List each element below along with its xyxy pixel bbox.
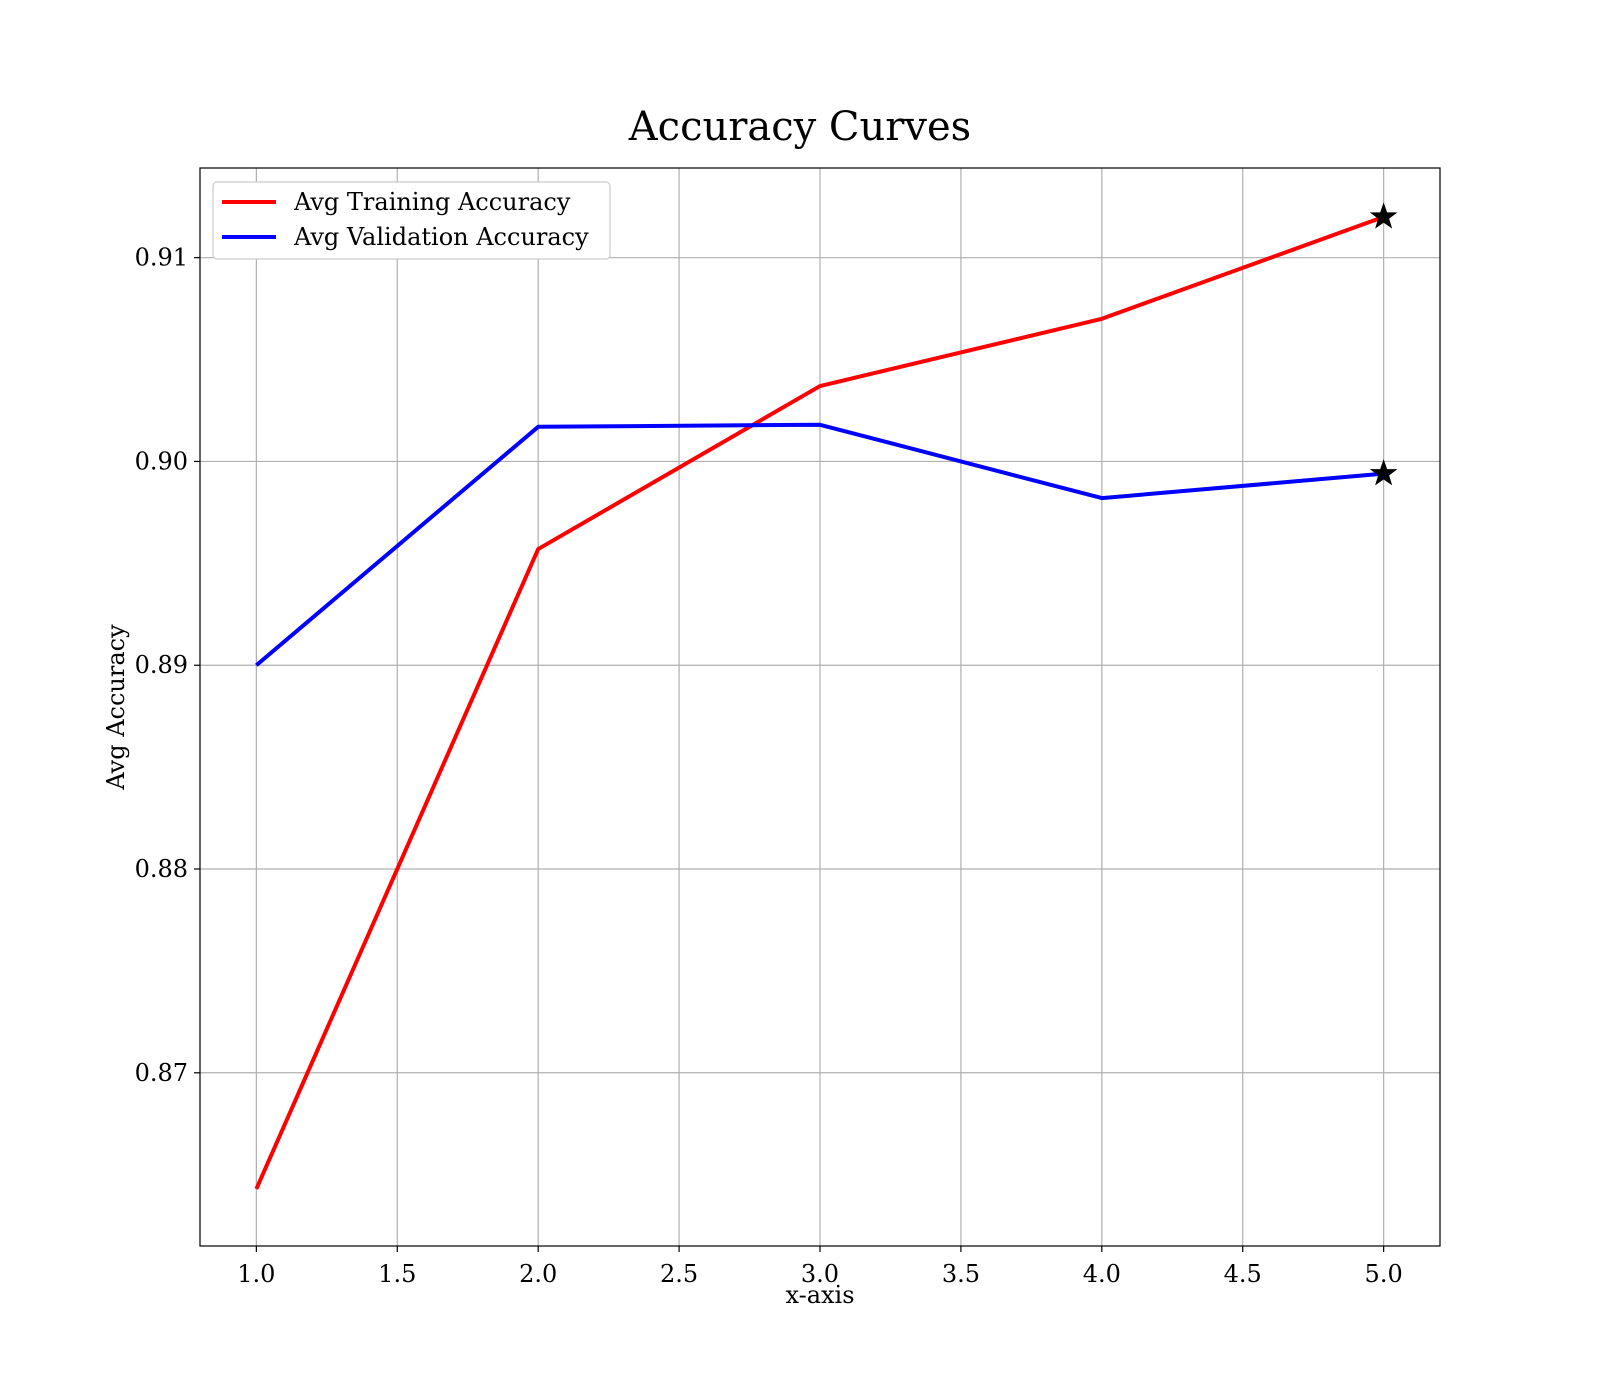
x-tick-label: 1.5 [378,1260,416,1288]
legend-label-1: Avg Validation Accuracy [293,223,589,251]
y-tick-label: 0.87 [135,1059,188,1087]
star-marker-0 [1369,202,1398,229]
series-line-1 [255,422,1384,667]
x-tick-label: 3.0 [801,1260,839,1288]
x-tick-label: 1.0 [237,1260,275,1288]
star-marker-1 [1369,459,1398,486]
x-tick-label: 2.0 [519,1260,557,1288]
x-tick-label: 2.5 [660,1260,698,1288]
y-tick-label: 0.89 [135,651,188,679]
y-tick-label: 0.88 [135,855,188,883]
series-line-0 [254,215,1385,1190]
chart-title: Accuracy Curves [628,104,971,150]
grid-layer [200,168,1440,1246]
y-axis-label: Avg Accuracy [102,624,130,791]
x-tick-label: 4.5 [1224,1260,1262,1288]
tick-layer: 1.0 1.5 2.0 2.5 3.0 3.5 4.0 4.5 5.0 0.87 0.88 0.89 0… [135,244,1403,1288]
x-axis-label: x-axis [785,1281,854,1309]
y-tick-label: 0.90 [135,447,188,475]
legend: Avg Training Accuracy Avg Validation Accu… [212,181,611,260]
x-tick-label: 5.0 [1365,1260,1403,1288]
legend-box [212,181,611,260]
x-tick-label: 4.0 [1083,1260,1121,1288]
legend-label-0: Avg Training Accuracy [293,188,571,216]
x-tick-label: 3.5 [942,1260,980,1288]
series-layer [254,202,1398,1190]
y-tick-label: 0.91 [135,244,188,272]
